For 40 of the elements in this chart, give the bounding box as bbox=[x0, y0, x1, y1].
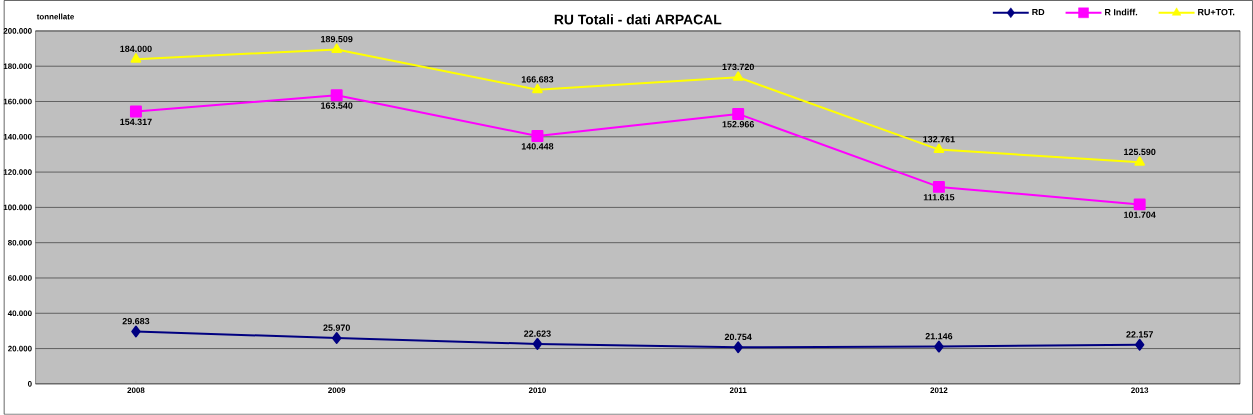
point bbox=[129, 105, 142, 118]
data-label: 22.157 bbox=[1126, 331, 1153, 338]
data-label: 140.448 bbox=[521, 143, 554, 150]
point bbox=[934, 340, 944, 353]
data-label: 189.509 bbox=[321, 36, 353, 43]
point bbox=[531, 130, 544, 143]
point bbox=[130, 53, 142, 63]
legend-label: RD bbox=[1032, 9, 1045, 16]
legend-label: RU+TOT. bbox=[1198, 9, 1235, 16]
data-label: 101.704 bbox=[1124, 211, 1156, 219]
point bbox=[331, 43, 342, 54]
data-label: 154.317 bbox=[120, 118, 152, 126]
data-label: 173.720 bbox=[722, 63, 754, 71]
point bbox=[131, 325, 141, 338]
chart-title: RU Totali - dati ARPACAL bbox=[554, 14, 722, 25]
data-label: 132.761 bbox=[923, 136, 955, 143]
point bbox=[732, 108, 745, 121]
data-label: 125.590 bbox=[1124, 148, 1156, 156]
data-label: 22.623 bbox=[524, 330, 551, 337]
data-label: 25.970 bbox=[323, 324, 350, 331]
data-label: 21.146 bbox=[925, 333, 953, 340]
data-label: 166.683 bbox=[521, 76, 554, 83]
point bbox=[532, 338, 543, 351]
point bbox=[932, 181, 945, 193]
data-label: 184.000 bbox=[120, 45, 152, 53]
point bbox=[1133, 198, 1146, 211]
point bbox=[1134, 156, 1145, 166]
data-label: 152.966 bbox=[722, 121, 754, 128]
data-label: 20.754 bbox=[724, 333, 752, 341]
data-label: 111.615 bbox=[923, 194, 955, 201]
point bbox=[733, 341, 743, 354]
point bbox=[331, 332, 342, 345]
data-label: 29.683 bbox=[122, 318, 150, 325]
legend-label: R Indiff. bbox=[1105, 8, 1138, 16]
data-label: 163.540 bbox=[321, 102, 353, 109]
point bbox=[1134, 338, 1145, 351]
point bbox=[732, 71, 744, 81]
point bbox=[330, 89, 343, 102]
point bbox=[933, 143, 945, 154]
point bbox=[532, 83, 543, 94]
